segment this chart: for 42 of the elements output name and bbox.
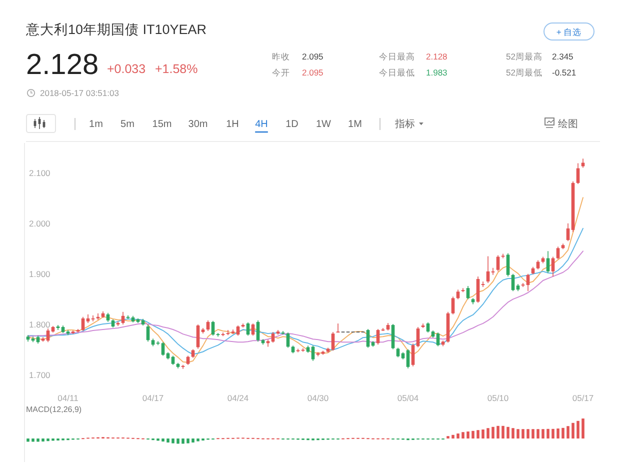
y-tick-label: 1.700	[29, 370, 50, 380]
stat-label: 昨收	[272, 52, 290, 62]
x-tick-label: 04/11	[58, 393, 78, 403]
stat-label: 今日最高	[379, 52, 415, 62]
tab-label: 30m	[188, 119, 208, 130]
panel-title: MACD(12,26,9)	[26, 405, 82, 414]
y-tick-label: 1.800	[29, 319, 50, 330]
stat-label: 今日最低	[379, 68, 415, 78]
menu-label: 指标	[395, 119, 415, 130]
y-tick-label: 1.900	[29, 268, 50, 279]
tab-label: 15m	[152, 119, 172, 130]
price-label: 2.128	[26, 49, 99, 81]
stat-label: 52周最高	[506, 52, 542, 62]
stat-value-label: -0.521	[552, 68, 576, 78]
y-tick-label: 2.000	[29, 218, 50, 228]
tab-label: 4H	[255, 119, 268, 130]
stat-value-label: 2.345	[552, 52, 574, 62]
tab-label: 1m	[89, 119, 103, 130]
stat-value-label: 2.128	[426, 52, 448, 62]
timestamp-label: 2018-05-17 03:51:03	[40, 88, 119, 98]
button-label: + 自选	[556, 27, 582, 37]
x-tick-label: 05/17	[572, 393, 594, 403]
stat-value-label: 1.983	[426, 68, 448, 78]
stat-value-label: 2.095	[302, 68, 324, 78]
x-tick-label: 05/04	[397, 393, 419, 403]
tab-label: 5m	[120, 119, 134, 130]
change-percent-label: +1.58%	[155, 62, 198, 76]
tool-label: 绘图	[558, 119, 578, 130]
stat-value-label: 2.095	[302, 52, 324, 62]
x-tick-label: 04/24	[227, 393, 249, 403]
stat-label: 52周最低	[506, 68, 542, 78]
tab-label: 1W	[316, 119, 331, 130]
change-label: +0.033	[107, 62, 146, 76]
tab-label: 1M	[348, 119, 362, 130]
x-tick-label: 04/30	[307, 393, 329, 403]
title: 意大利10年期国债 IT10YEAR	[26, 22, 207, 37]
x-tick-label: 04/17	[142, 393, 164, 403]
y-tick-label: 2.100	[29, 168, 50, 178]
tab-label: 1H	[226, 119, 239, 130]
x-tick-label: 05/10	[487, 393, 509, 403]
tab-label: 1D	[286, 119, 298, 130]
stat-label: 今开	[272, 68, 290, 78]
